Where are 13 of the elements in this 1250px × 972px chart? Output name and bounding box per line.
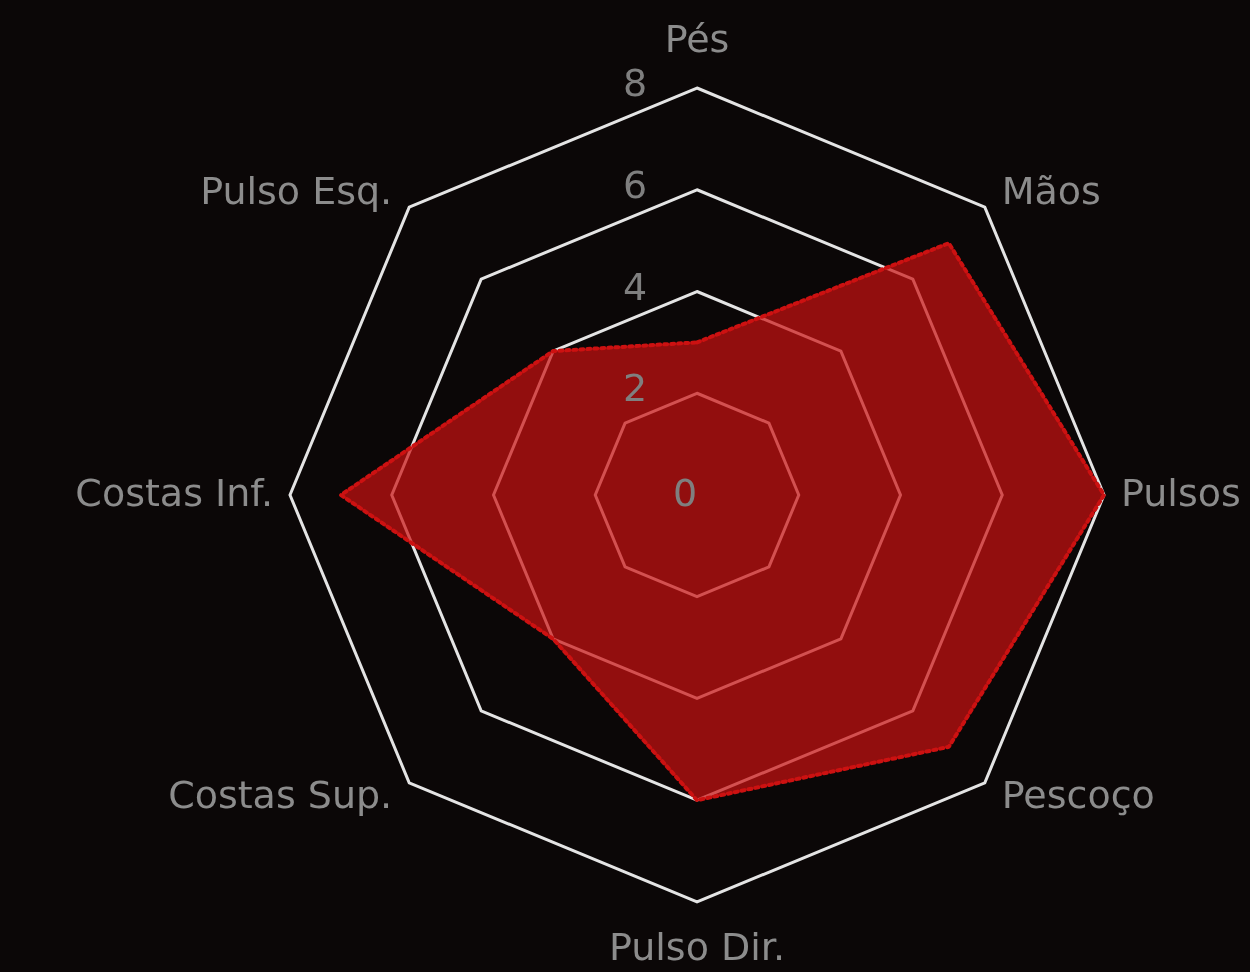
spoke-label: Mãos — [1001, 169, 1101, 214]
spoke-label: Pés — [664, 17, 730, 61]
spoke-label: Pulsos — [1121, 471, 1241, 515]
y-tick-label: 8 — [622, 61, 648, 105]
spoke-label: Pulso Dir. — [608, 925, 786, 969]
y-tick-label: 2 — [622, 366, 648, 411]
y-tick-label: 0 — [672, 471, 698, 515]
spoke-label: Costas Sup. — [168, 772, 393, 817]
spoke-label: Costas Inf. — [75, 471, 273, 515]
y-tick-label: 4 — [622, 264, 648, 309]
spoke-label: Pescoço — [1001, 772, 1155, 817]
y-tick-label: 6 — [622, 162, 648, 207]
spoke-label: Pulso Esq. — [200, 169, 393, 214]
